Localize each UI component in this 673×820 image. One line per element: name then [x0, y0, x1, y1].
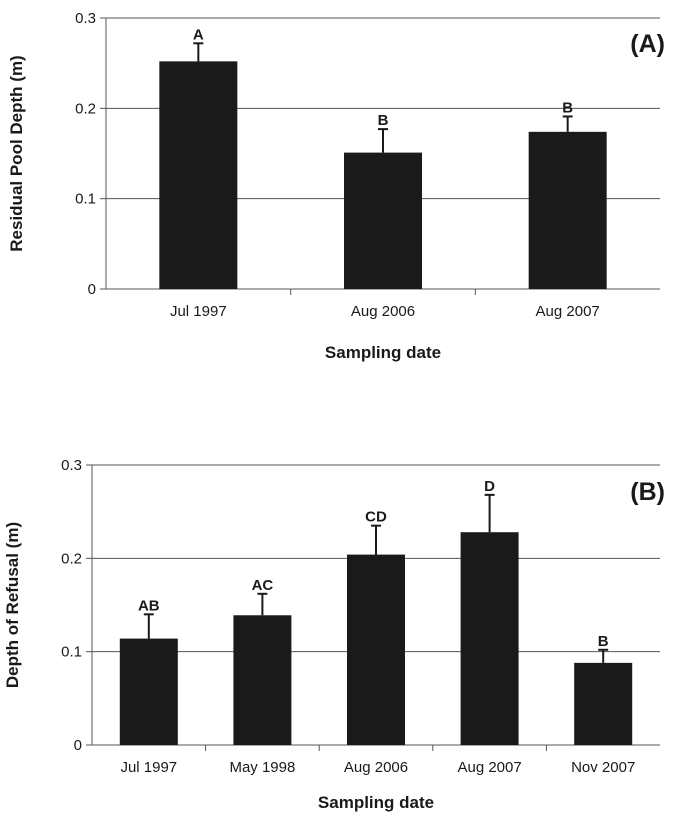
x-tick-label: Aug 2007 [457, 759, 521, 776]
y-axis-title: Residual Pool Depth (m) [7, 55, 26, 251]
y-tick-label: 0 [74, 737, 82, 754]
significance-letter: B [378, 112, 389, 129]
bar [347, 554, 405, 745]
y-tick-label: 0.2 [61, 550, 82, 567]
bar [159, 61, 238, 289]
y-axis-title: Depth of Refusal (m) [3, 522, 22, 688]
bar [119, 638, 178, 745]
y-tick-label: 0.3 [61, 457, 82, 474]
bar [460, 532, 519, 745]
x-tick-label: May 1998 [229, 759, 295, 776]
bar [574, 662, 633, 745]
x-axis-title: Sampling date [318, 793, 434, 812]
x-tick-label: Aug 2006 [351, 303, 415, 320]
x-tick-label: Jul 1997 [170, 303, 227, 320]
panel-label: (A) [630, 30, 665, 58]
significance-letter: AC [252, 577, 274, 594]
x-tick-label: Aug 2006 [344, 759, 408, 776]
y-tick-label: 0.1 [61, 644, 82, 661]
y-tick-label: 0.1 [75, 191, 96, 208]
significance-letter: CD [365, 509, 387, 526]
significance-letter: D [484, 478, 495, 495]
bar [233, 615, 292, 745]
bar [344, 152, 422, 289]
panel-label: (B) [630, 478, 665, 506]
y-tick-label: 0.3 [75, 10, 96, 27]
significance-letter: B [598, 633, 609, 650]
x-axis-title: Sampling date [325, 343, 441, 362]
significance-letter: B [562, 99, 573, 116]
x-tick-label: Nov 2007 [571, 759, 635, 776]
y-tick-label: 0.2 [75, 100, 96, 117]
significance-letter: AB [138, 597, 160, 614]
x-tick-label: Jul 1997 [120, 759, 177, 776]
x-tick-label: Aug 2007 [536, 303, 600, 320]
panel-b: 0 0.1 0.2 0.3 AB Jul 1997 AC May 1998 CD Aug 2006… [3, 457, 665, 812]
bar [528, 131, 607, 289]
significance-letter: A [193, 26, 204, 43]
panel-a: 0 0.1 0.2 0.3 A Jul 1997 B Aug 2006 B Aug 2007 Sam… [7, 10, 665, 362]
y-tick-label: 0 [88, 281, 96, 298]
